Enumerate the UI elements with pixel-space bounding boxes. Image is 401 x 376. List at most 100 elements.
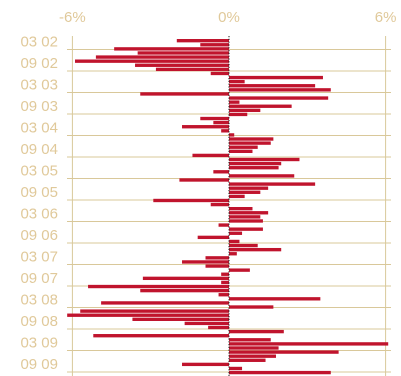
bar	[93, 334, 229, 338]
y-tick-label: 09 09	[20, 356, 58, 373]
bar	[229, 190, 261, 194]
bar	[210, 71, 229, 76]
bar	[229, 96, 329, 100]
bar	[114, 47, 229, 51]
bar	[229, 231, 243, 235]
bar	[229, 161, 282, 166]
bar	[218, 293, 229, 297]
bar	[229, 338, 271, 342]
bar	[229, 252, 237, 256]
bar	[229, 88, 331, 92]
bar	[229, 166, 279, 170]
bar	[140, 288, 229, 293]
bar	[229, 207, 253, 211]
bar	[75, 59, 229, 63]
y-tick-label: 09 03	[20, 98, 58, 115]
bar	[140, 92, 229, 96]
y-tick-label: 03 06	[20, 206, 58, 223]
bar	[229, 174, 295, 178]
bar	[229, 227, 263, 231]
y-tick-label: 09 06	[20, 227, 58, 244]
bar	[229, 137, 274, 141]
bar	[95, 55, 229, 59]
y-tick-label: 03 02	[20, 34, 58, 51]
bar	[229, 104, 292, 108]
bar	[221, 272, 229, 276]
bar	[229, 342, 389, 346]
bar	[229, 358, 266, 362]
bar	[229, 268, 250, 272]
bar	[229, 370, 331, 375]
bar	[229, 145, 258, 149]
bar	[213, 120, 229, 125]
bar	[208, 325, 229, 330]
bar	[229, 211, 269, 215]
bar	[229, 350, 339, 354]
bar	[205, 264, 229, 268]
x-tick-labels: -6% 0% 6%	[59, 9, 396, 26]
bar	[88, 284, 229, 289]
bar	[229, 112, 248, 117]
y-tick-label: 03 03	[20, 77, 58, 94]
bar	[192, 153, 229, 158]
bar	[229, 366, 243, 371]
bar	[182, 260, 229, 264]
bar	[229, 141, 271, 145]
bar	[155, 67, 229, 72]
bar	[176, 39, 229, 43]
bar	[229, 100, 240, 104]
bar	[132, 317, 229, 321]
bar	[67, 313, 230, 317]
y-tick-label: 09 07	[20, 270, 58, 287]
bar	[229, 149, 253, 153]
bar	[229, 84, 316, 88]
bar	[135, 63, 229, 67]
bar	[229, 219, 263, 223]
y-tick-label: 03 09	[20, 335, 58, 352]
bar	[182, 125, 229, 129]
bar	[179, 178, 229, 182]
bar	[229, 133, 235, 137]
bar	[200, 116, 229, 121]
bar	[229, 297, 321, 301]
bar	[229, 346, 279, 350]
bar	[197, 235, 229, 240]
x-tick-label: 6%	[375, 9, 397, 26]
bar	[229, 79, 245, 84]
bar	[221, 129, 229, 133]
bar	[229, 75, 323, 80]
y-tick-label: 09 05	[20, 184, 58, 201]
bar	[182, 362, 229, 367]
y-tick-label: 03 08	[20, 292, 58, 309]
bar	[142, 276, 229, 281]
y-tick-label: 09 08	[20, 313, 58, 330]
y-tick-label: 09 02	[20, 55, 58, 72]
bar	[210, 202, 229, 207]
bar	[229, 186, 269, 190]
bar	[229, 182, 316, 186]
bar	[101, 301, 229, 305]
bar	[80, 309, 229, 313]
bar	[153, 198, 229, 203]
x-tick-label: 0%	[218, 9, 240, 26]
bar	[229, 329, 284, 334]
bar	[205, 256, 229, 260]
bar	[184, 321, 229, 326]
y-tick-label: 03 04	[20, 120, 58, 137]
bar	[137, 51, 229, 55]
bar	[229, 157, 300, 162]
y-tick-labels: 03 02 09 02 03 03 09 03 03 04 09 04 03 05 09 05…	[20, 34, 58, 374]
bar	[229, 239, 240, 244]
bar	[229, 305, 274, 309]
bar	[221, 280, 229, 285]
bar	[229, 215, 261, 219]
bar	[229, 194, 245, 199]
y-tick-label: 03 07	[20, 249, 58, 266]
bar	[229, 108, 261, 113]
x-tick-label: -6%	[59, 9, 86, 26]
y-tick-label: 09 04	[20, 141, 58, 158]
y-tick-label: 03 05	[20, 163, 58, 180]
bar	[229, 247, 282, 252]
bar	[213, 170, 229, 174]
